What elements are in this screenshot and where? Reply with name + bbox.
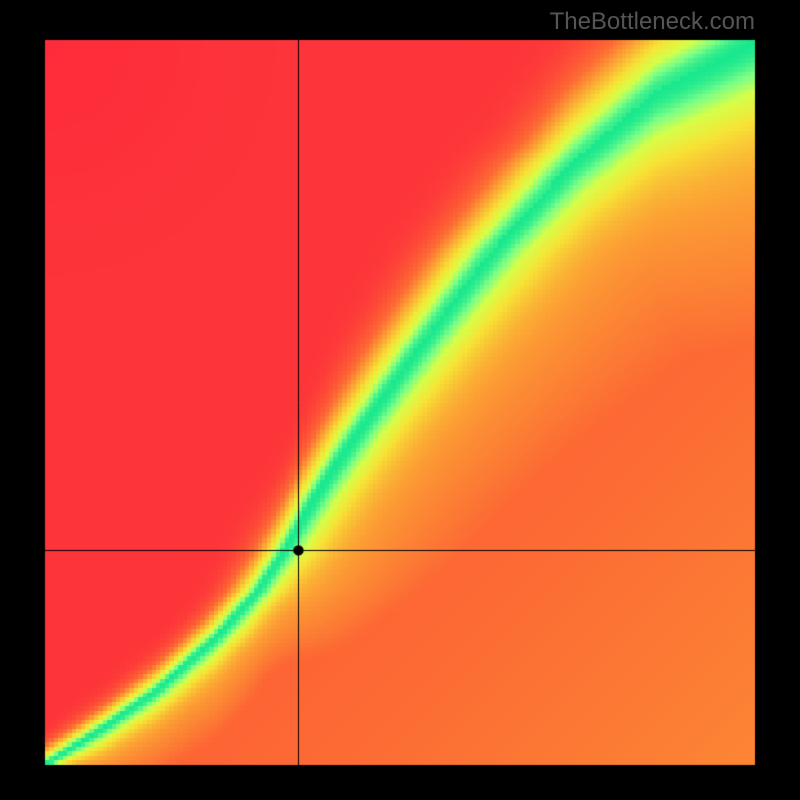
bottleneck-heatmap [0,0,800,800]
watermark-text: TheBottleneck.com [550,8,755,36]
